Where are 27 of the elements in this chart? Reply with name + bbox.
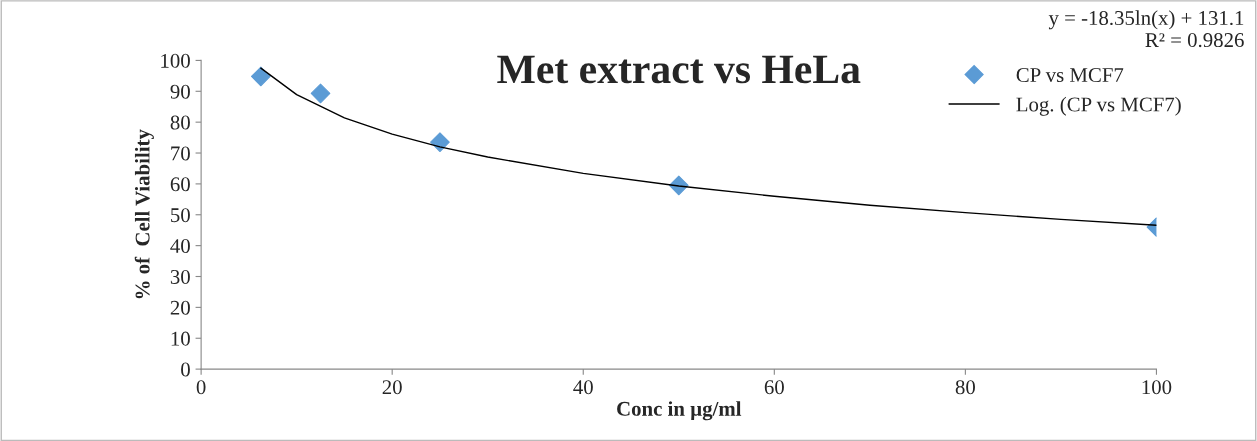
x-tick-label: 40 bbox=[573, 380, 593, 395]
y-tick-label: 90 bbox=[170, 84, 190, 99]
x-axis-title: Conc in µg/ml bbox=[617, 401, 742, 421]
text: R² = 0.9826 bbox=[1145, 33, 1244, 48]
text: y = -18.35ln(x) + 131.1 bbox=[1048, 10, 1244, 30]
legend-label: Log. (CP vs MCF7) bbox=[1016, 96, 1181, 116]
y-tick-label: 70 bbox=[171, 146, 190, 161]
x-tick-label: 0 bbox=[196, 380, 206, 395]
x-tick-label: 20 bbox=[382, 380, 402, 395]
y-axis-title: % of Cell Viability bbox=[134, 129, 154, 299]
point bbox=[250, 66, 271, 87]
point bbox=[430, 132, 450, 153]
point bbox=[310, 83, 331, 104]
x-tick-label: 80 bbox=[955, 380, 975, 395]
chart-title: Met extract vs HeLa bbox=[497, 55, 861, 84]
y-tick-label: 100 bbox=[161, 53, 190, 68]
y-tick-label: 20 bbox=[170, 300, 190, 315]
y-tick-label: 80 bbox=[170, 115, 190, 130]
x-tick-label: 100 bbox=[1142, 380, 1172, 395]
x-tick-label: 60 bbox=[764, 380, 784, 395]
y-tick-label: 0 bbox=[181, 362, 190, 377]
y-tick-label: 50 bbox=[171, 208, 190, 223]
legend-label: CP vs MCF7 bbox=[1016, 68, 1124, 83]
y-tick-label: 30 bbox=[170, 269, 190, 284]
y-tick-label: 60 bbox=[170, 177, 190, 192]
y-tick-label: 40 bbox=[170, 239, 190, 254]
y-tick-label: 10 bbox=[171, 331, 190, 346]
